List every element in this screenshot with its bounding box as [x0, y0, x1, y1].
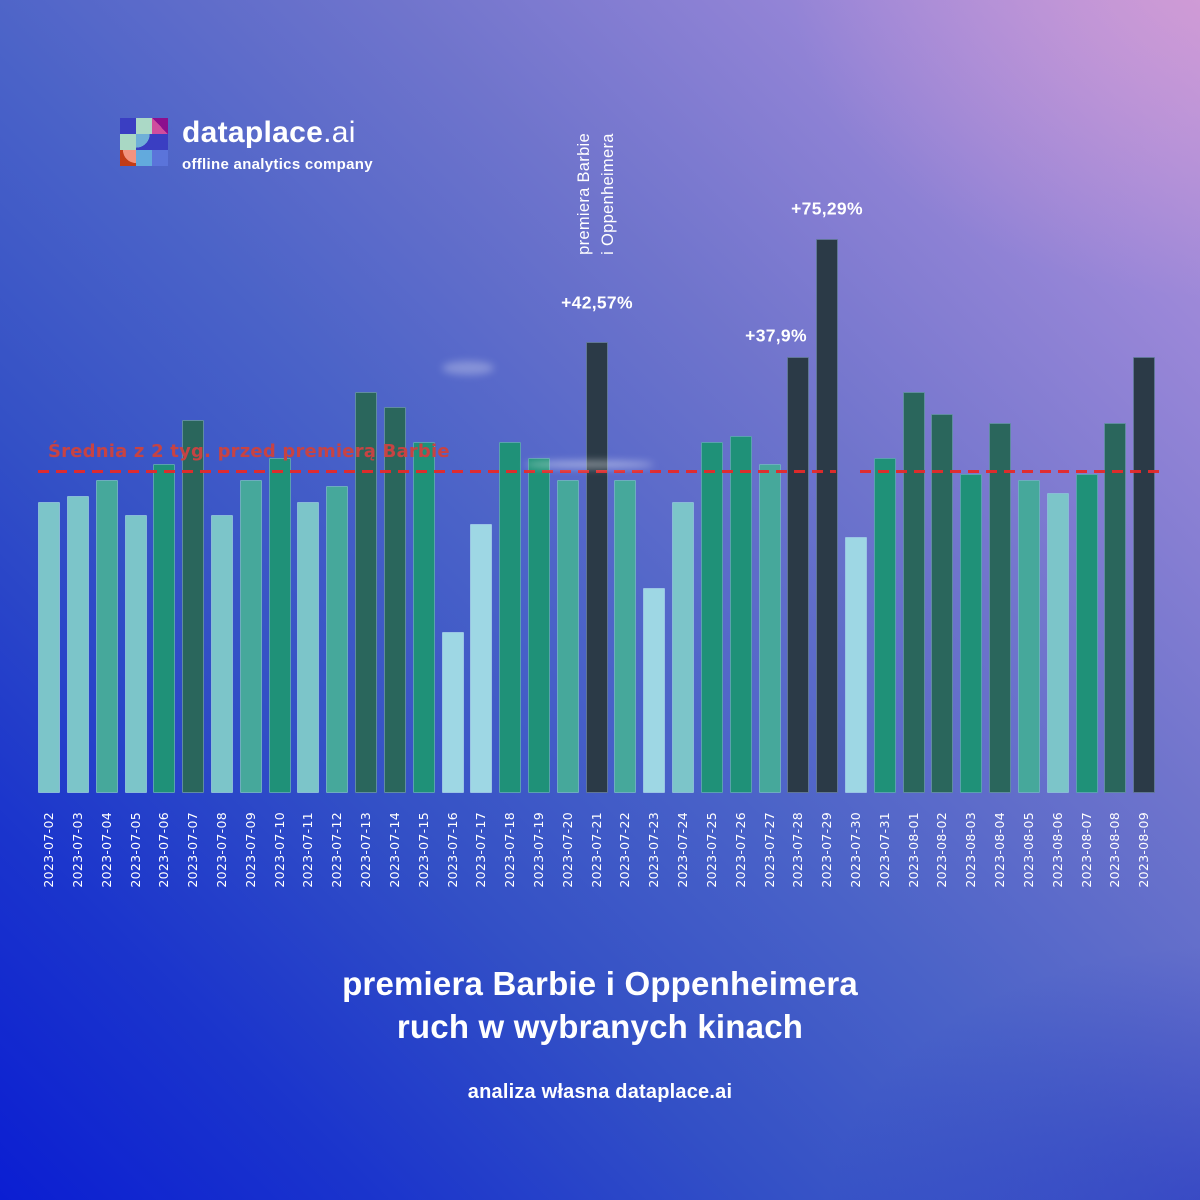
x-tick-label: 2023-07-11 — [300, 812, 316, 888]
x-tick-label: 2023-07-16 — [444, 812, 460, 888]
x-tick-label: 2023-07-13 — [358, 812, 373, 888]
bar-2023-08-08 — [1104, 423, 1127, 793]
average-baseline-segment-left — [38, 470, 836, 473]
bar-2023-07-06 — [153, 464, 176, 793]
bar-2023-07-12 — [326, 486, 349, 793]
bar-2023-07-08 — [210, 515, 233, 793]
x-tick-label: 2023-07-05 — [127, 812, 143, 888]
chart-title-line-2: ruch w wybranych kinach — [396, 1008, 804, 1045]
x-tick-label: 2023-07-30 — [848, 812, 863, 888]
x-tick-label: 2023-07-22 — [617, 812, 633, 888]
brand-tagline: offline analytics company — [182, 156, 373, 173]
bar-2023-07-21 — [585, 342, 608, 793]
x-tick-label: 2023-07-03 — [69, 812, 85, 888]
bar-2023-07-27 — [758, 464, 781, 793]
bar-2023-08-03 — [960, 474, 983, 793]
brand-name-bold: dataplace — [182, 116, 324, 149]
x-tick-label: 2023-07-09 — [242, 812, 258, 888]
bar-2023-07-18 — [499, 442, 522, 793]
x-tick-label: 2023-08-03 — [963, 812, 979, 888]
bar-2023-07-30 — [845, 537, 867, 793]
bar-2023-08-09 — [1133, 357, 1156, 793]
bar-2023-07-31 — [873, 458, 896, 793]
bar-2023-07-04 — [95, 480, 118, 793]
bar-2023-07-29 — [816, 239, 839, 793]
x-tick-label: 2023-08-05 — [1020, 812, 1036, 888]
bar-2023-07-13 — [355, 392, 377, 793]
chart-source: analiza własna dataplace.ai — [467, 1081, 733, 1103]
x-tick-label: 2023-07-15 — [415, 812, 431, 888]
x-tick-label: 2023-07-27 — [761, 812, 777, 888]
x-tick-label: 2023-07-07 — [185, 812, 201, 888]
x-tick-label: 2023-08-02 — [934, 812, 950, 888]
pct-annotation-2023-07-21: +42,57% — [561, 292, 633, 313]
x-tick-label: 2023-08-06 — [1049, 812, 1065, 888]
bar-2023-08-01 — [902, 392, 925, 793]
chart-title-line-1: premiera Barbie i Oppenheimera — [342, 965, 858, 1002]
x-tick-label: 2023-07-24 — [675, 812, 690, 888]
premiere-annotation: premiera Barbie i Oppenheimera — [575, 133, 617, 255]
pct-annotation-2023-07-29: +75,29% — [791, 198, 863, 219]
bar-2023-08-02 — [931, 414, 954, 793]
brand-logo: dataplace.ai offline analytics company — [120, 118, 373, 172]
bar-2023-07-07 — [182, 420, 205, 793]
x-tick-label: 2023-07-08 — [213, 812, 229, 888]
bar-2023-07-19 — [527, 458, 550, 793]
x-tick-label: 2023-07-28 — [790, 812, 806, 888]
x-tick-label: 2023-07-12 — [329, 812, 345, 888]
brand-name-light: .ai — [323, 116, 356, 149]
bar-2023-07-28 — [787, 357, 810, 793]
x-tick-label: 2023-07-23 — [646, 812, 662, 888]
x-tick-label: 2023-07-06 — [156, 812, 172, 888]
bar-2023-07-24 — [672, 502, 694, 793]
x-tick-label: 2023-07-17 — [473, 812, 489, 888]
bar-2023-07-14 — [383, 407, 406, 793]
x-tick-label: 2023-07-21 — [588, 812, 604, 888]
bar-2023-07-20 — [556, 480, 579, 793]
bar-2023-07-16 — [441, 632, 464, 793]
bar-2023-07-25 — [700, 442, 723, 793]
x-tick-label: 2023-08-04 — [992, 812, 1008, 888]
bar-2023-07-11 — [297, 502, 320, 793]
x-tick-label: 2023-07-29 — [819, 812, 835, 888]
x-tick-label: 2023-07-10 — [271, 812, 287, 888]
x-tick-label: 2023-08-07 — [1078, 812, 1094, 888]
x-tick-label: 2023-07-14 — [386, 812, 402, 888]
background-artifact — [442, 361, 494, 375]
bar-2023-07-22 — [614, 480, 637, 793]
bar-2023-07-02 — [38, 502, 60, 793]
dataplace-logo-icon — [120, 118, 168, 166]
footer: premiera Barbie i Oppenheimera ruch w wy… — [0, 962, 1200, 1104]
bar-2023-08-07 — [1075, 474, 1098, 793]
pct-annotation-2023-07-28: +37,9% — [745, 325, 807, 346]
background-artifact — [524, 461, 654, 468]
x-tick-label: 2023-08-08 — [1107, 812, 1123, 888]
bar-2023-07-03 — [66, 496, 89, 793]
bar-2023-07-15 — [412, 442, 435, 793]
x-tick-label: 2023-07-19 — [530, 812, 546, 888]
x-tick-label: 2023-07-18 — [502, 812, 518, 888]
average-baseline-segment-right — [860, 470, 1160, 473]
x-tick-label: 2023-07-02 — [41, 812, 56, 888]
bar-2023-08-05 — [1017, 480, 1040, 793]
bar-2023-07-09 — [239, 480, 262, 793]
bar-2023-07-05 — [124, 515, 147, 793]
brand-name: dataplace.ai — [182, 118, 373, 148]
bar-2023-08-04 — [989, 423, 1012, 793]
average-baseline-label: Średnia z 2 tyg. przed premierą Barbie — [48, 441, 450, 462]
bar-2023-07-26 — [729, 436, 752, 793]
x-tick-label: 2023-08-01 — [905, 812, 921, 888]
x-tick-label: 2023-08-09 — [1136, 812, 1152, 888]
x-tick-label: 2023-07-20 — [559, 812, 575, 888]
x-tick-label: 2023-07-26 — [732, 812, 748, 888]
bar-2023-07-10 — [268, 458, 291, 793]
x-tick-label: 2023-07-25 — [703, 812, 719, 888]
x-tick-label: 2023-07-04 — [98, 812, 114, 888]
bar-2023-07-23 — [643, 588, 666, 793]
brand-text: dataplace.ai offline analytics company — [182, 118, 373, 173]
bar-2023-07-17 — [470, 524, 493, 793]
x-tick-label: 2023-07-31 — [876, 812, 892, 888]
bar-2023-08-06 — [1046, 493, 1069, 793]
